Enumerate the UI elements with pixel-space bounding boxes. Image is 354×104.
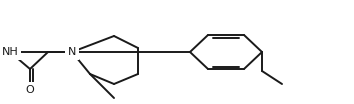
Text: NH: NH xyxy=(2,47,18,57)
Text: O: O xyxy=(25,85,34,95)
Text: N: N xyxy=(68,47,76,57)
